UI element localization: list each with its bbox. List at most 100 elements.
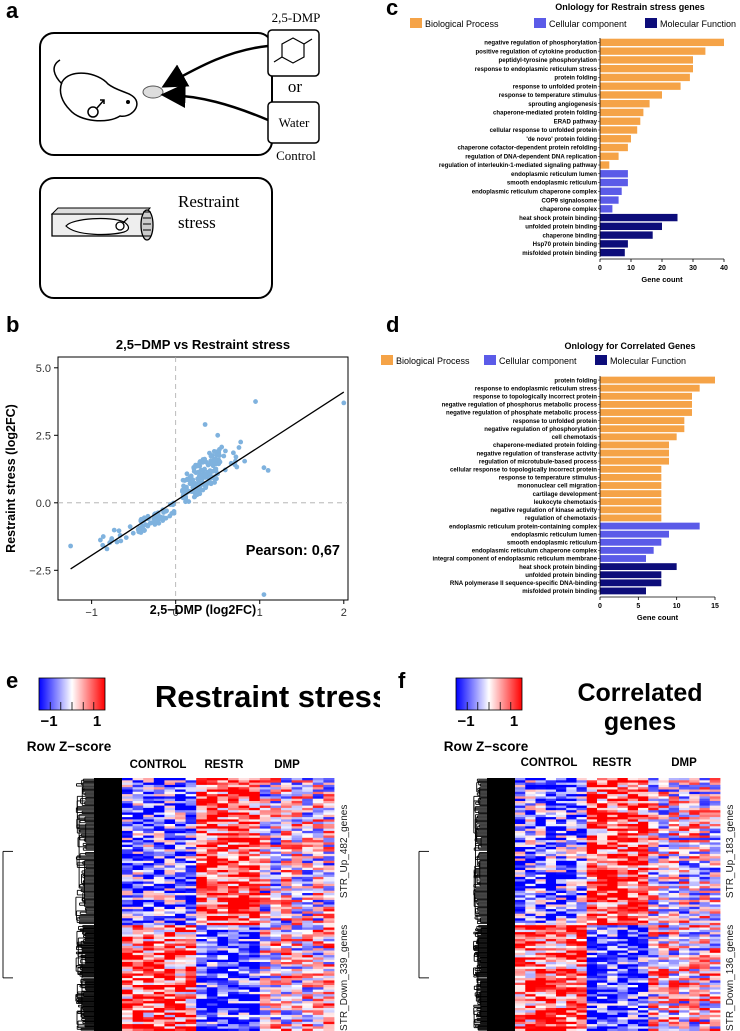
heatmap-cell [228, 893, 239, 896]
heatmap-cell [535, 941, 547, 944]
heatmap-cell [153, 1019, 165, 1023]
heatmap-cell [132, 1003, 144, 1007]
heatmap-cell [617, 780, 629, 783]
heatmap-cell [132, 913, 144, 917]
heatmap-cell [689, 911, 700, 915]
heatmap-cell [597, 950, 608, 954]
heatmap-cell [515, 899, 526, 903]
heatmap-cell [122, 1005, 133, 1009]
heatmap-cell [576, 814, 588, 818]
heatmap-cell [196, 876, 208, 880]
heatmap-cell [302, 840, 314, 843]
heatmap-cell [607, 978, 618, 981]
heatmap-cell [617, 971, 629, 974]
heatmap-cell [312, 936, 324, 940]
heatmap-cell [217, 856, 229, 859]
heatmap-cell [122, 851, 133, 855]
heatmap-cell [143, 957, 155, 961]
heatmap-cell [270, 934, 282, 938]
heatmap-cell [699, 787, 711, 790]
heatmap-cell [122, 798, 133, 802]
heatmap-cell [699, 835, 711, 839]
heatmap-cell [238, 780, 250, 783]
heatmap-cell [648, 906, 659, 910]
heatmap-cell [638, 989, 649, 993]
heatmap-cell [206, 902, 218, 905]
heatmap-cell [607, 962, 618, 965]
heatmap-cell [709, 948, 721, 951]
heatmap-cell [302, 982, 314, 986]
heatmap-cell [668, 817, 680, 820]
heatmap-cell [175, 918, 186, 921]
data-point [123, 535, 129, 541]
heatmap-cell [291, 874, 303, 878]
heatmap-cell [312, 971, 324, 974]
heatmap-cell [709, 916, 721, 919]
heatmap-cell [302, 828, 314, 832]
heatmap-title-2: genes [604, 708, 676, 736]
heatmap-cell [689, 876, 700, 880]
heatmap-cell [164, 863, 176, 866]
heatmap-cell [556, 918, 567, 921]
heatmap-cell [143, 874, 155, 878]
heatmap-cell [535, 856, 547, 859]
heatmap-cell [515, 856, 526, 859]
heatmap-cell [270, 971, 282, 974]
heatmap-cell [122, 886, 133, 889]
category-label: response to temperature stimulus [499, 475, 598, 482]
heatmap-cell [122, 784, 133, 788]
heatmap-cell [281, 830, 292, 834]
heatmap-cell [556, 817, 567, 820]
heatmap-cell [122, 801, 133, 804]
heatmap-cell [679, 987, 690, 990]
heatmap-cell [132, 851, 144, 855]
heatmap-cell [658, 870, 670, 873]
heatmap-cell [217, 847, 229, 850]
heatmap-cell [566, 955, 577, 958]
heatmap-cell [556, 856, 567, 859]
heatmap-cell [259, 913, 271, 917]
heatmap-cell [627, 863, 639, 866]
bar [600, 47, 706, 55]
heatmap-cell [638, 803, 649, 806]
heatmap-cell [545, 851, 557, 855]
heatmap-cell [709, 968, 721, 972]
heatmap-cell [566, 835, 577, 839]
heatmap-cell [535, 927, 547, 931]
heatmap-cell [576, 948, 588, 951]
heatmap-cell [668, 853, 680, 857]
heatmap-cell [185, 927, 197, 931]
heatmap-cell [302, 934, 314, 938]
heatmap-cell [566, 918, 577, 921]
heatmap-cell [312, 959, 324, 963]
heatmap-cell [143, 1024, 155, 1027]
heatmap-cell [566, 842, 577, 846]
heatmap-cell [648, 833, 659, 836]
heatmap-cell [525, 991, 536, 995]
heatmap-cell [196, 968, 208, 972]
heatmap-cell [281, 883, 292, 887]
heatmap-cell [638, 927, 649, 931]
heatmap-cell [206, 943, 218, 947]
heatmap-cell [302, 897, 314, 901]
heatmap-cell [617, 888, 629, 892]
heatmap-cell [607, 985, 618, 988]
heatmap-cell [648, 870, 659, 873]
heatmap-cell [281, 856, 292, 859]
heatmap-cell [259, 1005, 271, 1009]
heatmap-cell [164, 920, 176, 924]
heatmap-cell [281, 849, 292, 852]
heatmap-cell [185, 897, 197, 901]
heatmap-cell [689, 955, 700, 958]
heatmap-cell [658, 936, 670, 940]
heatmap-cell [668, 975, 680, 979]
heatmap-cell [302, 837, 314, 841]
heatmap-cell [597, 934, 608, 938]
heatmap-cell [566, 922, 577, 926]
heatmap-cell [291, 980, 303, 984]
heatmap-cell [153, 998, 165, 1002]
heatmap-cell [709, 893, 721, 896]
bar [600, 240, 628, 248]
heatmap-cell [586, 962, 598, 965]
heatmap-cell [259, 909, 271, 912]
